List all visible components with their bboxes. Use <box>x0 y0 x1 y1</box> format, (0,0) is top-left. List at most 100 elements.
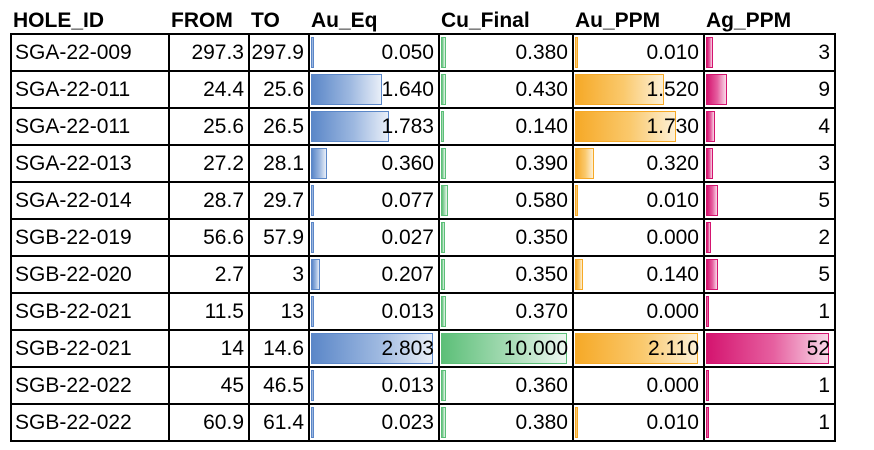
data-bar <box>441 296 446 327</box>
cell-au-eq[interactable]: 0.013 <box>308 366 440 405</box>
cell-from[interactable]: 14 <box>168 329 250 368</box>
cell-ag-ppm[interactable]: 52 <box>703 329 836 368</box>
cell-au-ppm[interactable]: 2.110 <box>572 329 705 368</box>
header-hole-id[interactable]: HOLE_ID <box>13 9 105 32</box>
cell-value: 0.350 <box>515 262 568 286</box>
cell-au-eq[interactable]: 0.027 <box>308 218 440 257</box>
data-bar <box>706 148 713 179</box>
cell-cu-final[interactable]: 0.430 <box>438 70 574 109</box>
cell-hole-id[interactable]: SGA-22-013 <box>10 144 170 183</box>
cell-hole-id[interactable]: SGA-22-011 <box>10 70 170 109</box>
cell-au-ppm[interactable]: 0.320 <box>572 144 705 183</box>
cell-value: 1.730 <box>646 114 699 138</box>
cell-cu-final[interactable]: 0.390 <box>438 144 574 183</box>
cell-hole-id[interactable]: SGB-22-019 <box>10 218 170 257</box>
cell-value: 1 <box>818 410 830 434</box>
cell-cu-final[interactable]: 0.350 <box>438 218 574 257</box>
cell-hole-id[interactable]: SGB-22-021 <box>10 329 170 368</box>
cell-ag-ppm[interactable]: 3 <box>703 33 836 72</box>
cell-ag-ppm[interactable]: 2 <box>703 218 836 257</box>
cell-hole-id[interactable]: SGB-22-021 <box>10 292 170 331</box>
data-bar <box>441 185 448 216</box>
cell-au-ppm[interactable]: 1.730 <box>572 107 705 146</box>
cell-cu-final[interactable]: 0.580 <box>438 181 574 220</box>
cell-au-ppm[interactable]: 1.520 <box>572 70 705 109</box>
cell-au-ppm[interactable]: 0.000 <box>572 366 705 405</box>
cell-value: 0.013 <box>381 373 434 397</box>
cell-from[interactable]: 45 <box>168 366 250 405</box>
cell-au-ppm[interactable]: 0.000 <box>572 218 705 257</box>
cell-ag-ppm[interactable]: 9 <box>703 70 836 109</box>
cell-au-eq[interactable]: 0.360 <box>308 144 440 183</box>
data-bar <box>441 333 567 364</box>
cell-cu-final[interactable]: 0.380 <box>438 403 574 442</box>
cell-from[interactable]: 27.2 <box>168 144 250 183</box>
cell-au-ppm[interactable]: 0.010 <box>572 33 705 72</box>
cell-from[interactable]: 2.7 <box>168 255 250 294</box>
cell-ag-ppm[interactable]: 1 <box>703 292 836 331</box>
cell-au-eq[interactable]: 1.783 <box>308 107 440 146</box>
cell-ag-ppm[interactable]: 1 <box>703 366 836 405</box>
data-bar <box>441 148 446 179</box>
cell-ag-ppm[interactable]: 1 <box>703 403 836 442</box>
cell-cu-final[interactable]: 0.140 <box>438 107 574 146</box>
cell-from[interactable]: 28.7 <box>168 181 250 220</box>
cell-cu-final[interactable]: 0.370 <box>438 292 574 331</box>
cell-from[interactable]: 11.5 <box>168 292 250 331</box>
cell-from[interactable]: 24.4 <box>168 70 250 109</box>
cell-hole-id[interactable]: SGA-22-011 <box>10 107 170 146</box>
header-from[interactable]: FROM <box>171 9 233 32</box>
cell-value: 5 <box>818 262 830 286</box>
cell-au-eq[interactable]: 0.013 <box>308 292 440 331</box>
header-au-ppm[interactable]: Au_PPM <box>575 9 661 32</box>
cell-cu-final[interactable]: 0.380 <box>438 33 574 72</box>
cell-from[interactable]: 60.9 <box>168 403 250 442</box>
cell-to[interactable]: 14.6 <box>248 329 310 368</box>
cell-from[interactable]: 297.3 <box>168 33 250 72</box>
cell-from[interactable]: 25.6 <box>168 107 250 146</box>
cell-au-eq[interactable]: 0.023 <box>308 403 440 442</box>
header-ag-ppm[interactable]: Ag_PPM <box>706 9 792 32</box>
cell-ag-ppm[interactable]: 5 <box>703 255 836 294</box>
cell-value: 0.390 <box>515 151 568 175</box>
cell-au-eq[interactable]: 2.803 <box>308 329 440 368</box>
cell-hole-id[interactable]: SGB-22-020 <box>10 255 170 294</box>
cell-au-ppm[interactable]: 0.010 <box>572 181 705 220</box>
cell-to[interactable]: 13 <box>248 292 310 331</box>
cell-au-ppm[interactable]: 0.140 <box>572 255 705 294</box>
cell-to[interactable]: 29.7 <box>248 181 310 220</box>
cell-to[interactable]: 3 <box>248 255 310 294</box>
cell-value: 0.013 <box>381 299 434 323</box>
cell-to[interactable]: 61.4 <box>248 403 310 442</box>
cell-to[interactable]: 46.5 <box>248 366 310 405</box>
cell-hole-id[interactable]: SGA-22-014 <box>10 181 170 220</box>
cell-to[interactable]: 25.6 <box>248 70 310 109</box>
cell-to[interactable]: 26.5 <box>248 107 310 146</box>
cell-to[interactable]: 297.9 <box>248 33 310 72</box>
cell-cu-final[interactable]: 0.350 <box>438 255 574 294</box>
data-bar <box>575 111 676 142</box>
cell-ag-ppm[interactable]: 4 <box>703 107 836 146</box>
header-to[interactable]: TO <box>251 9 280 32</box>
cell-to[interactable]: 28.1 <box>248 144 310 183</box>
cell-ag-ppm[interactable]: 3 <box>703 144 836 183</box>
cell-hole-id[interactable]: SGB-22-022 <box>10 403 170 442</box>
data-bar <box>706 259 718 290</box>
cell-value: 0.380 <box>515 410 568 434</box>
cell-au-eq[interactable]: 0.207 <box>308 255 440 294</box>
header-cu-final[interactable]: Cu_Final <box>441 9 530 32</box>
table-row: SGB-22-022 45 46.5 0.013 0.360 0.000 1 <box>10 366 836 405</box>
cell-au-eq[interactable]: 0.050 <box>308 33 440 72</box>
cell-from[interactable]: 56.6 <box>168 218 250 257</box>
cell-hole-id[interactable]: SGB-22-022 <box>10 366 170 405</box>
cell-au-ppm[interactable]: 0.010 <box>572 403 705 442</box>
cell-au-eq[interactable]: 0.077 <box>308 181 440 220</box>
cell-hole-id[interactable]: SGA-22-009 <box>10 33 170 72</box>
cell-to[interactable]: 57.9 <box>248 218 310 257</box>
cell-cu-final[interactable]: 0.360 <box>438 366 574 405</box>
cell-cu-final[interactable]: 10.000 <box>438 329 574 368</box>
header-au-eq[interactable]: Au_Eq <box>311 9 378 32</box>
cell-au-eq[interactable]: 1.640 <box>308 70 440 109</box>
cell-au-ppm[interactable]: 0.000 <box>572 292 705 331</box>
cell-ag-ppm[interactable]: 5 <box>703 181 836 220</box>
